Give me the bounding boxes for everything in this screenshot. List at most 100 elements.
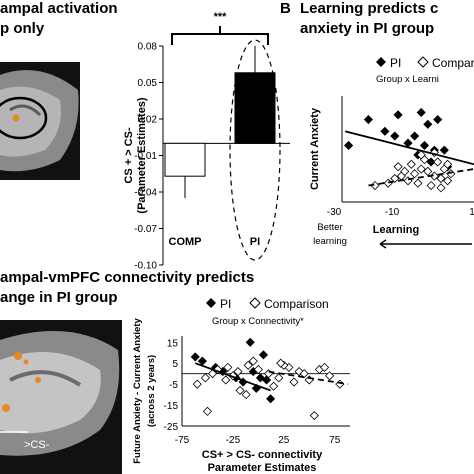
brain-image-bottom: >CS- <box>0 320 122 474</box>
scatterb-point <box>416 164 426 174</box>
scatterb-point <box>433 114 443 125</box>
scatterb-point <box>380 126 390 136</box>
bar-pi <box>234 72 276 144</box>
scatterb-point <box>400 166 410 176</box>
scatterb-point <box>370 180 380 191</box>
scatterb-comp-fit-line <box>368 168 474 187</box>
scatterc-point <box>235 385 245 395</box>
legend-pi-label: PI <box>220 297 231 311</box>
scatterc-y-tick-label: 15 <box>167 338 179 349</box>
scatterc-point <box>245 337 255 347</box>
scatterc-point <box>304 375 314 385</box>
panel-a-heading-line2: p only <box>0 20 45 37</box>
scatterb-point <box>429 171 439 181</box>
learning-arrow-icon <box>379 239 472 249</box>
scatterb-point <box>410 131 420 141</box>
pi-highlight-ellipse <box>229 39 281 261</box>
scatterb-point <box>443 176 453 186</box>
bar-chart: 0.08 0.05 0.02 -0.01 -0.04 -0.07 -0.10 CS + > C… <box>123 11 290 272</box>
scatterc-annotation: Group x Connectivity* <box>212 316 304 327</box>
scatter-learning: -30 -10 1 Current Anxiety Learning Better lear… <box>309 56 474 249</box>
legend-comp-marker <box>249 297 261 309</box>
scatterc-point <box>221 375 231 385</box>
legend-comp-label: Compar <box>432 56 474 70</box>
panel-b-heading-line1: Learning predicts c <box>300 0 438 17</box>
scatterc-x-tick-label: -25 <box>226 435 241 446</box>
scatterb-point <box>406 159 416 169</box>
panel-a-heading-line1: ampal activation <box>0 0 118 17</box>
panel-b-heading-line2: anxiety in PI group <box>300 20 434 37</box>
scatterb-pi-fit-line <box>345 130 474 166</box>
scatterc-point <box>192 379 202 389</box>
scatterc-point <box>289 377 299 387</box>
scatterc-point <box>309 410 319 421</box>
panel-c-heading-line1: ampal-vmPFC connectivity predicts <box>0 269 254 286</box>
legend-comp-marker <box>417 56 429 68</box>
scatterc-point <box>258 350 269 360</box>
scatterb-point <box>410 169 420 179</box>
scatterb-point <box>344 140 354 151</box>
legend-comp-label: Comparison <box>264 297 329 311</box>
scatterc-point <box>274 373 284 383</box>
scatterc-point <box>266 394 276 404</box>
scatterc-point <box>269 381 279 391</box>
bar-y-tick-label: 0.02 <box>138 115 158 126</box>
scatterc-y-tick-label: -5 <box>169 380 178 391</box>
bar-y-axis-label-line: CS + > CS- <box>123 127 135 184</box>
bar-y-tick-label: -0.04 <box>134 188 157 199</box>
scatterb-point <box>423 119 433 129</box>
bar-y-tick-label: 0.05 <box>138 78 158 89</box>
scatter-connectivity: 15 5 -5 -15 -25 -75 -25 25 75 Future Anxiety - Cu… <box>132 297 350 474</box>
scatterc-point <box>207 369 218 379</box>
scatterc-x-axis-label-line1: CS+ > CS- connectivity <box>202 449 323 461</box>
scatterc-point <box>197 356 207 366</box>
scatterb-point <box>433 157 443 167</box>
legend-pi-marker <box>206 298 216 308</box>
scatterc-y-axis-label-line: (across 2 years) <box>146 355 157 427</box>
scatterc-y-axis-label-line: Future Anxiety - Current Anxiety <box>132 318 143 464</box>
scatterc-point <box>243 360 253 370</box>
scatterb-point <box>426 180 436 191</box>
bar-y-axis-label-line: (Parameter Estimates) <box>136 97 148 214</box>
bar-y-tick-label: 0.08 <box>138 42 158 53</box>
scatterc-point <box>261 375 272 385</box>
scatterb-point <box>383 178 393 188</box>
significance-bracket <box>171 33 269 45</box>
panel-c-heading-line2: ange in PI group <box>0 289 118 306</box>
scatterb-annotation: Group x Learni <box>376 74 439 85</box>
scatterc-point <box>190 352 200 362</box>
scatterc-y-tick-label: 5 <box>172 359 178 370</box>
better-learning-note-line1: Better <box>317 222 342 233</box>
scatterb-x-tick-label: 1 <box>469 207 474 218</box>
bar-y-tick-label: -0.10 <box>134 261 157 272</box>
scatterb-point <box>423 166 433 176</box>
scatterc-x-axis-label-line2: Parameter Estimates <box>208 462 317 474</box>
scatterb-x-tick-label: -10 <box>385 207 400 218</box>
panel-b-letter: B <box>280 0 291 17</box>
scatterb-point <box>393 110 403 120</box>
brain-image-top <box>0 62 80 180</box>
scatterb-point <box>436 173 446 184</box>
bar-category-label: COMP <box>169 236 202 248</box>
bar-category-label: PI <box>250 236 260 248</box>
bar-comp <box>164 142 206 177</box>
scatterb-point <box>436 183 446 193</box>
scatterc-y-axis-label: Future Anxiety - Current Anxiety (across … <box>132 318 157 464</box>
scatterc-point <box>248 356 258 366</box>
scatterc-point <box>253 364 263 375</box>
scatterb-point <box>390 131 400 141</box>
better-learning-note-line2: learning <box>313 236 347 247</box>
scatterb-point <box>446 169 456 179</box>
bar-y-tick-label: -0.01 <box>134 151 157 162</box>
scatterb-point <box>439 145 449 155</box>
scatterc-comp-fit-line <box>268 370 349 386</box>
scatterc-x-tick-label: 25 <box>278 435 290 446</box>
scatterc-point <box>241 390 251 400</box>
scatterb-point <box>443 159 453 169</box>
scatterb-point <box>416 150 426 160</box>
scatterc-point <box>223 362 233 372</box>
scatterc-y-tick-label: -15 <box>164 401 179 412</box>
scatterb-point <box>413 178 423 188</box>
scatterb-point <box>419 140 430 151</box>
